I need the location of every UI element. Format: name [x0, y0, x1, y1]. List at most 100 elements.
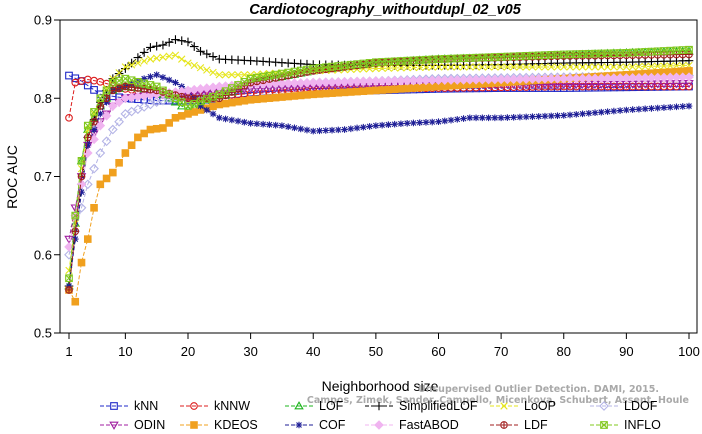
data-point-fastabod: [396, 75, 406, 86]
data-point-loop: [484, 63, 493, 71]
data-point-kdeos: [240, 96, 249, 105]
data-point-fastabod: [627, 73, 638, 83]
data-point-fastabod: [640, 72, 650, 83]
data-point-simplifiedlof: [121, 64, 130, 73]
legend-label: kNN: [134, 399, 158, 413]
data-point-cof: [516, 113, 524, 121]
data-point-loop: [541, 63, 549, 71]
data-point-ldof: [101, 136, 112, 147]
data-point-inflo: [96, 94, 105, 103]
data-point-cof: [635, 105, 643, 113]
data-point-cof: [679, 103, 687, 110]
data-point-cof: [241, 118, 248, 126]
data-point-fastabod: [677, 72, 688, 83]
data-point-fastabod: [483, 74, 494, 85]
data-point-kdeos: [234, 97, 242, 106]
data-point-kdeos: [259, 94, 267, 103]
x-tick-label: 50: [369, 344, 383, 359]
data-point-loop: [578, 63, 587, 71]
y-tick-label: 0.9: [34, 13, 52, 28]
data-point-loop: [653, 62, 662, 70]
data-point-loop: [566, 63, 574, 71]
series-line-loop: [68, 54, 690, 271]
legend-marker: [109, 421, 119, 430]
legend-label: COF: [319, 418, 346, 432]
data-point-cof: [209, 110, 217, 118]
data-point-cof: [78, 188, 85, 196]
chart-title: Cardiotocography_withoutdupl_02_v05: [249, 2, 521, 18]
data-point-fastabod: [458, 75, 469, 85]
data-point-kdeos: [384, 85, 393, 94]
data-point-cof: [403, 119, 411, 127]
data-point-cof: [259, 120, 267, 128]
data-point-kdeos: [290, 92, 299, 100]
data-point-kdeos: [265, 94, 274, 102]
data-point-ldf: [90, 117, 98, 126]
data-point-kdeos: [140, 129, 148, 138]
data-point-loop: [622, 63, 631, 71]
data-point-inflo: [159, 86, 167, 95]
data-point-loop: [152, 54, 161, 62]
data-point-kdeos: [215, 100, 224, 109]
data-point-fastabod: [583, 73, 594, 84]
data-point-cof: [316, 127, 323, 135]
data-point-cof: [103, 98, 110, 106]
data-point-fastabod: [565, 73, 575, 84]
legend-item-odin: ODIN: [100, 418, 165, 432]
data-point-cof: [472, 114, 480, 122]
legend-marker: [374, 420, 384, 430]
data-point-loop: [616, 63, 624, 71]
legend-item-knn: kNN: [100, 399, 158, 413]
legend-label: FastABOD: [399, 418, 459, 432]
data-point-loop: [516, 63, 524, 71]
data-point-cof: [453, 116, 461, 123]
data-point-loop: [265, 69, 274, 78]
x-tick-label: 100: [678, 344, 700, 359]
data-point-loop: [472, 63, 480, 71]
x-tick-label: 10: [118, 344, 132, 359]
data-point-loop: [503, 63, 512, 71]
data-point-ldf: [108, 86, 117, 95]
data-point-kdeos: [359, 87, 368, 96]
series-ldof: [64, 70, 694, 260]
data-point-cof: [441, 117, 449, 125]
data-point-kdeos: [353, 87, 361, 96]
data-point-loop: [447, 63, 455, 71]
legend-marker: [374, 401, 384, 411]
x-tick-label: 80: [557, 344, 571, 359]
legend: kNN kNNW LOF SimplifiedLOF LoOP LDOF ODIN KDEOS…: [100, 399, 661, 432]
data-point-inflo: [77, 157, 86, 165]
data-point-cof: [585, 109, 593, 117]
data-point-kdeos: [228, 98, 236, 107]
data-point-simplifiedlof: [183, 37, 193, 47]
x-axis: 1 10 20 30 40 50 60 70 80 90 100: [65, 333, 700, 359]
data-point-loop: [372, 64, 380, 73]
data-point-loop: [240, 71, 249, 79]
data-point-fastabod: [533, 74, 544, 84]
data-point-kdeos: [409, 84, 418, 92]
data-point-loop: [428, 63, 436, 71]
series-line-odin: [68, 82, 690, 240]
data-point-fastabod: [114, 97, 124, 107]
data-point-loop: [547, 63, 555, 71]
data-point-cof: [560, 112, 568, 119]
data-point-inflo: [115, 76, 123, 85]
data-point-cof: [466, 114, 474, 122]
y-tick-label: 0.8: [34, 91, 52, 106]
data-point-fastabod: [634, 72, 644, 83]
data-point-fastabod: [684, 72, 694, 82]
data-point-cof: [172, 79, 179, 86]
watermark-line-2: Campos, Zimek, Sander, Campello, Micenko…: [307, 395, 689, 406]
data-point-loop: [641, 62, 649, 71]
data-point-loop: [384, 64, 393, 72]
data-point-fastabod: [95, 120, 106, 131]
data-point-fastabod: [621, 73, 632, 83]
data-point-loop: [146, 55, 155, 63]
series-inflo: [65, 45, 693, 283]
data-point-knnw: [685, 82, 693, 91]
legend-marker: [190, 421, 198, 429]
data-point-fastabod: [558, 73, 569, 84]
data-point-fastabod: [515, 74, 525, 85]
x-axis-label: Neighborhood size: [322, 378, 439, 394]
data-point-cof: [328, 126, 336, 134]
